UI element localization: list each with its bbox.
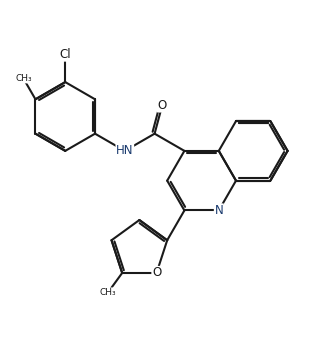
Text: CH₃: CH₃ <box>100 288 116 297</box>
Text: HN: HN <box>116 144 133 158</box>
Text: CH₃: CH₃ <box>15 74 32 83</box>
Text: N: N <box>214 204 223 217</box>
Text: O: O <box>158 99 167 112</box>
Text: O: O <box>152 266 161 279</box>
Text: Cl: Cl <box>59 48 71 61</box>
